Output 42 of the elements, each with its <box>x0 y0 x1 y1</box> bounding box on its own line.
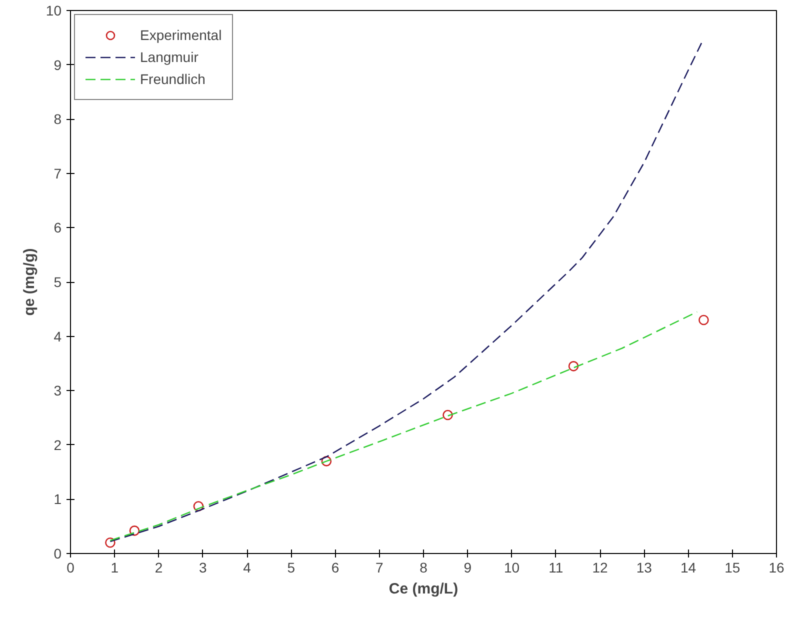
y-tick-label: 2 <box>54 436 62 453</box>
point <box>105 538 116 548</box>
x-tick-label: 9 <box>464 560 472 576</box>
x-tick-label: 8 <box>420 560 428 576</box>
x-tick-label: 13 <box>636 560 652 576</box>
y-axis-title: qe (mg/g) <box>20 248 38 316</box>
point <box>442 410 453 420</box>
y-tick-label: 6 <box>54 220 62 236</box>
x-tick-label: 10 <box>504 560 520 576</box>
x-tick-label: 16 <box>768 560 784 576</box>
y-tick-label: 7 <box>54 165 62 182</box>
x-tick-label: 1 <box>110 560 119 576</box>
x-tick-label: 6 <box>331 560 340 576</box>
y-tick-label: 10 <box>46 2 62 18</box>
x-tick-label: 11 <box>548 560 564 576</box>
line-series <box>110 311 698 542</box>
legend-label: Experimental <box>140 27 222 43</box>
x-tick-label: 12 <box>592 560 608 576</box>
x-tick-label: 5 <box>287 560 296 576</box>
x-tick-label: 2 <box>154 560 163 576</box>
line-series <box>110 42 702 542</box>
x-tick-label: 15 <box>724 560 740 576</box>
y-tick-label: 5 <box>54 274 62 290</box>
point <box>698 314 709 326</box>
x-tick-label: 4 <box>243 560 252 576</box>
x-tick-label: 14 <box>680 560 696 576</box>
x-tick-label: 3 <box>198 560 207 576</box>
legend-label: Langmuir <box>140 49 198 65</box>
x-tick-label: 7 <box>375 560 384 576</box>
x-tick-label: 0 <box>66 560 75 576</box>
legend-label: Freundlich <box>140 71 206 87</box>
point <box>129 526 140 536</box>
y-tick-label: 3 <box>54 382 62 399</box>
y-tick-label: 8 <box>54 111 62 128</box>
point <box>568 361 579 372</box>
y-tick-label: 1 <box>54 491 62 508</box>
y-tick-label: 0 <box>54 546 62 562</box>
x-axis-title: Ce (mg/L) <box>388 580 458 598</box>
y-tick-label: 4 <box>54 328 62 344</box>
y-tick-label: 9 <box>54 56 62 73</box>
point <box>321 456 332 466</box>
point <box>193 501 204 512</box>
